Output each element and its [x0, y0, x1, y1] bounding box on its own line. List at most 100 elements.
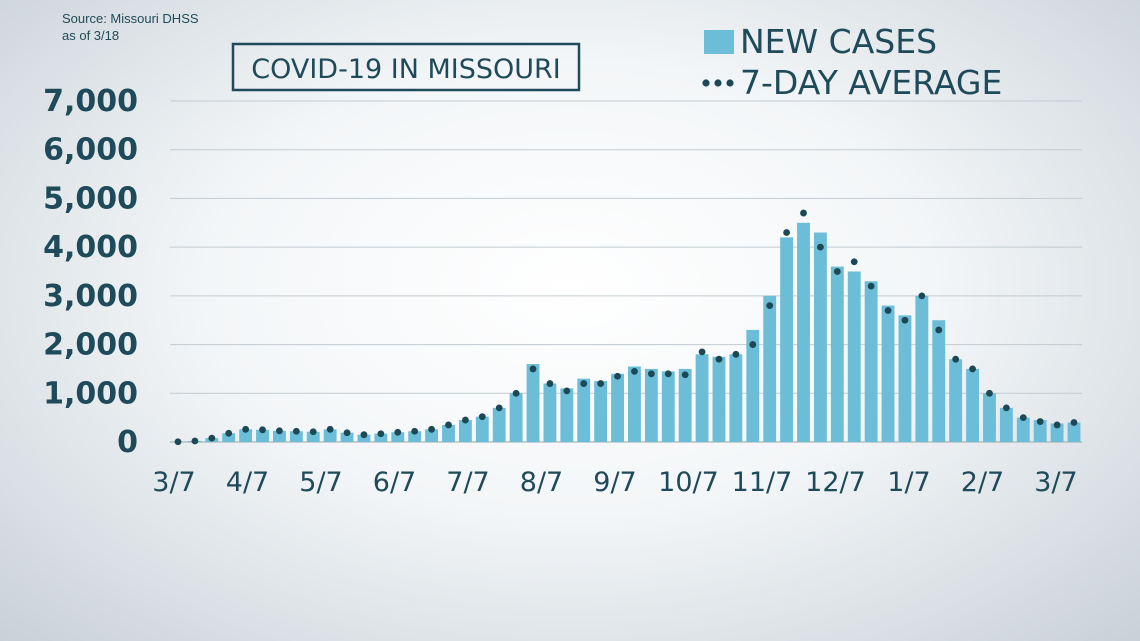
y-tick-label: 0 — [117, 425, 138, 460]
bars-new-cases — [171, 222, 1081, 442]
avg-dot-10/31 — [749, 341, 757, 348]
bar-1/16 — [932, 320, 946, 442]
y-tick-label: 2,000 — [43, 328, 138, 363]
avg-dot-11/14 — [783, 229, 791, 236]
avg-dot-12/19 — [867, 282, 875, 290]
bar-9/19 — [644, 368, 658, 442]
y-tick-label: 3,000 — [43, 279, 138, 314]
bar-4/25 — [289, 431, 303, 442]
y-axis: 7,000 6,000 5,000 4,000 3,000 2,000 1,000 0 — [43, 84, 138, 460]
bar-3/13 — [1067, 422, 1081, 442]
avg-dot-10/10 — [698, 348, 706, 356]
legend-bar-swatch — [704, 30, 734, 54]
avg-dot-3/13 — [1070, 419, 1078, 426]
y-tick-label: 5,000 — [43, 181, 138, 216]
bar-4/11 — [256, 429, 269, 442]
bar-12/12 — [847, 271, 861, 442]
bar-6/27 — [442, 424, 455, 442]
bar-11/28 — [813, 232, 827, 442]
bar-5/16 — [340, 432, 354, 442]
bar-5/9 — [323, 429, 337, 442]
bar-8/8 — [543, 383, 557, 442]
avg-dot-1/9 — [918, 292, 926, 300]
bar-5/2 — [306, 431, 320, 442]
bar-2/20 — [1016, 417, 1030, 442]
bar-11/7 — [763, 295, 777, 442]
bar-8/1 — [526, 364, 540, 442]
avg-dot-2/13 — [1002, 404, 1010, 412]
avg-dot-9/26 — [664, 370, 672, 378]
y-tick-label: 1,000 — [43, 376, 138, 411]
x-tick-label: 11/7 — [732, 467, 793, 498]
x-tick-label: 7/7 — [446, 467, 489, 498]
avg-dot-1/2 — [901, 316, 909, 324]
y-tick-label: 6,000 — [43, 133, 138, 168]
avg-dot-8/8 — [546, 380, 554, 387]
bar-2/13 — [999, 407, 1013, 442]
legend-dot-0 — [702, 79, 710, 87]
bar-12/19 — [864, 281, 878, 442]
legend-new-cases: NEW CASES — [740, 22, 937, 61]
bar-11/14 — [780, 237, 794, 442]
bar-7/18 — [492, 407, 506, 442]
x-tick-label: 4/7 — [226, 467, 269, 498]
bar-4/4 — [239, 429, 253, 442]
avg-dot-7/25 — [512, 389, 520, 397]
avg-dot-2/6 — [986, 389, 993, 397]
avg-dot-7/4 — [461, 416, 469, 424]
bar-4/18 — [273, 430, 286, 442]
y-tick-label: 7,000 — [43, 84, 138, 119]
bar-7/25 — [509, 393, 523, 442]
avg-dot-6/20 — [428, 425, 435, 433]
bar-10/10 — [695, 354, 709, 442]
bar-6/6 — [391, 432, 405, 442]
avg-dot-8/15 — [563, 387, 571, 395]
bar-10/17 — [712, 356, 726, 442]
bar-12/26 — [881, 305, 895, 442]
legend-7-day-average: 7-DAY AVERAGE — [740, 63, 1002, 102]
x-tick-label: 9/7 — [593, 467, 636, 498]
avg-dot-3/14 — [191, 437, 199, 445]
avg-dot-11/28 — [817, 243, 824, 251]
source-date-text: as of 3/18 — [62, 28, 119, 43]
bar-8/22 — [577, 378, 591, 442]
x-tick-label: 12/7 — [805, 467, 866, 498]
bar-6/20 — [425, 429, 439, 442]
x-tick-label: 2/7 — [961, 467, 1004, 498]
gridlines — [170, 100, 1082, 443]
x-tick-label: 3/7 — [152, 467, 195, 498]
avg-dot-6/6 — [394, 428, 402, 436]
avg-dot-5/16 — [343, 429, 351, 437]
avg-dot-4/25 — [292, 427, 300, 435]
avg-dot-5/30 — [377, 430, 385, 438]
x-tick-label: 5/7 — [299, 467, 342, 498]
legend-dot-2 — [726, 79, 734, 87]
bar-8/29 — [594, 381, 608, 442]
avg-dot-7/11 — [478, 413, 486, 421]
y-tick-label: 4,000 — [43, 230, 138, 265]
bar-3/28 — [222, 433, 236, 442]
bar-10/3 — [678, 368, 692, 442]
avg-dot-9/12 — [631, 367, 638, 375]
x-tick-label: 3/7 — [1034, 467, 1077, 498]
avg-dot-4/18 — [276, 427, 283, 435]
bar-10/31 — [746, 329, 760, 442]
x-tick-label: 8/7 — [520, 467, 563, 498]
avg-dot-12/5 — [833, 268, 841, 275]
legend-avg-swatch — [702, 79, 734, 87]
avg-dot-5/9 — [326, 425, 334, 433]
avg-dot-2/20 — [1019, 414, 1027, 422]
avg-dot-3/7 — [174, 438, 182, 446]
avg-dot-1/30 — [969, 365, 976, 373]
source-text: Source: Missouri DHSS — [62, 11, 199, 26]
bar-6/13 — [408, 431, 422, 442]
title-box — [231, 42, 581, 92]
bar-7/11 — [475, 416, 489, 442]
avg-dot-5/23 — [360, 431, 368, 439]
dots-7-day-average — [174, 209, 1078, 446]
legend-dot-1 — [714, 79, 722, 87]
bar-9/5 — [611, 373, 624, 442]
bar-1/2 — [898, 315, 912, 442]
avg-dot-12/12 — [850, 258, 858, 266]
